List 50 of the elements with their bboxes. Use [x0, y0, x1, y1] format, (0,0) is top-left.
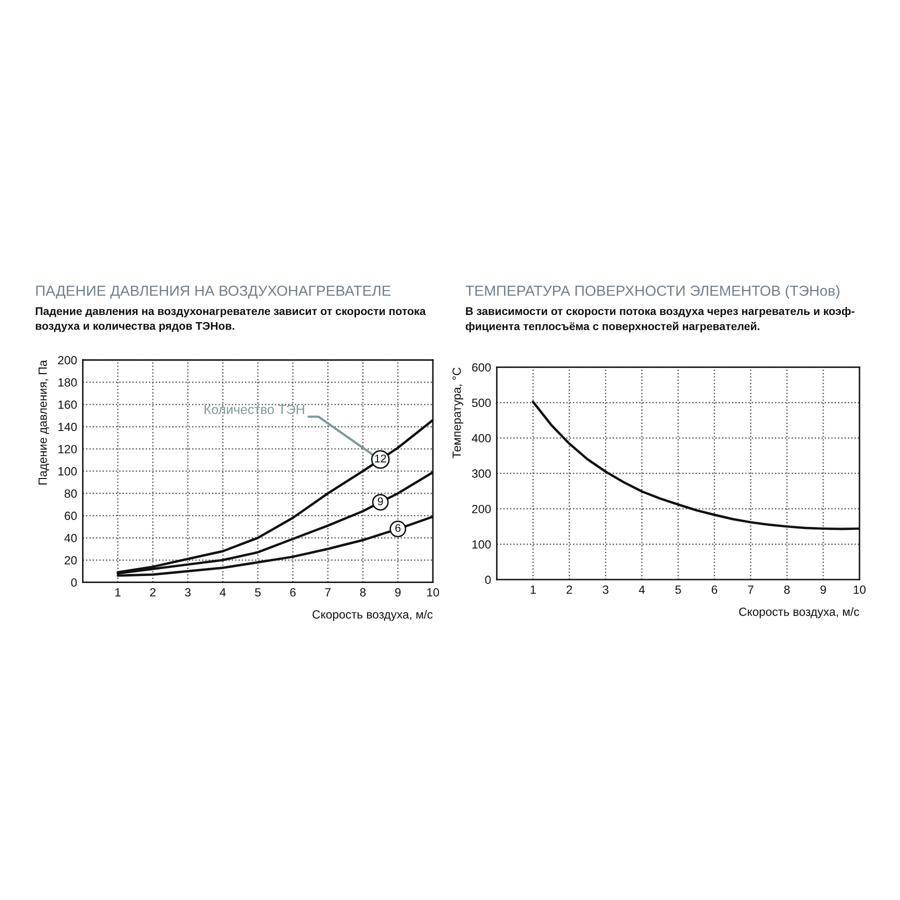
y-tick-label: 0 — [71, 578, 77, 587]
x-axis-title: Скорость воздуха, м/с — [739, 607, 860, 618]
x-tick-label: 10 — [854, 585, 866, 594]
x-tick-label: 6 — [290, 588, 296, 597]
x-tick-label: 10 — [427, 588, 440, 597]
x-tick-label: 3 — [185, 588, 191, 597]
x-tick-label: 1 — [530, 586, 536, 594]
y-tick-label: 40 — [64, 534, 77, 542]
y-tick-label: 200 — [472, 504, 491, 514]
x-axis-title: Скорость воздуха, м/с — [312, 610, 433, 621]
x-tick-label: 1 — [115, 588, 121, 596]
y-tick-label: 20 — [64, 556, 77, 564]
y-tick-label: 60 — [64, 512, 77, 520]
y-tick-label: 100 — [472, 540, 491, 549]
x-tick-label: 5 — [255, 588, 261, 597]
y-tick-label: 160 — [58, 400, 77, 409]
x-tick-label: 2 — [150, 588, 156, 596]
y-tick-label: 200 — [58, 356, 77, 364]
y-tick-label: 300 — [472, 469, 491, 478]
x-tick-label: 9 — [820, 585, 826, 594]
y-tick-label: 0 — [485, 576, 491, 584]
x-tick-label: 8 — [360, 588, 366, 597]
x-tick-label: 4 — [638, 586, 645, 594]
y-tick-label: 120 — [58, 444, 77, 454]
x-tick-label: 3 — [602, 585, 608, 594]
y-tick-label: 100 — [58, 467, 77, 476]
x-tick-label: 4 — [220, 588, 226, 596]
x-tick-label: 2 — [566, 585, 572, 594]
y-axis-title: Падение давления, Па — [38, 360, 50, 485]
series-label: 12 — [375, 454, 386, 462]
chart-subtitle: В зависимости от скорости потока воздуха через нагреватель и коэф- фициента теплосъёма с поверхностей нагревателей. — [466, 306, 854, 332]
y-tick-label: 600 — [472, 363, 491, 372]
x-tick-label: 5 — [675, 586, 681, 594]
chart-title: ТЕМПЕРАТУРА ПОВЕРХНОСТИ ЭЛЕМЕНТОВ (ТЭНов) — [466, 285, 840, 299]
y-axis-title: Температура, °C — [452, 368, 464, 458]
x-tick-label: 6 — [712, 585, 718, 594]
y-tick-label: 140 — [58, 422, 77, 432]
x-tick-label: 9 — [395, 588, 401, 597]
y-tick-label: 400 — [472, 434, 491, 442]
annotation: Количество ТЭН — [204, 404, 304, 414]
chart-title: ПАДЕНИЕ ДАВЛЕНИЯ НА ВОЗДУХОНАГРЕВАТЕЛЕ — [36, 286, 391, 299]
series-label: 6 — [395, 524, 400, 532]
x-tick-label: 7 — [748, 586, 754, 594]
chart-subtitle: Падение давления на воздухонагревателе зависит от скорости потока воздуха и количества рядов ТЭНов. — [36, 307, 426, 332]
y-tick-label: 180 — [58, 378, 77, 387]
x-tick-label: 7 — [325, 588, 331, 596]
y-tick-label: 500 — [472, 398, 491, 407]
y-tick-label: 80 — [64, 489, 77, 498]
series-label: 9 — [378, 497, 383, 506]
x-tick-label: 8 — [784, 585, 790, 594]
